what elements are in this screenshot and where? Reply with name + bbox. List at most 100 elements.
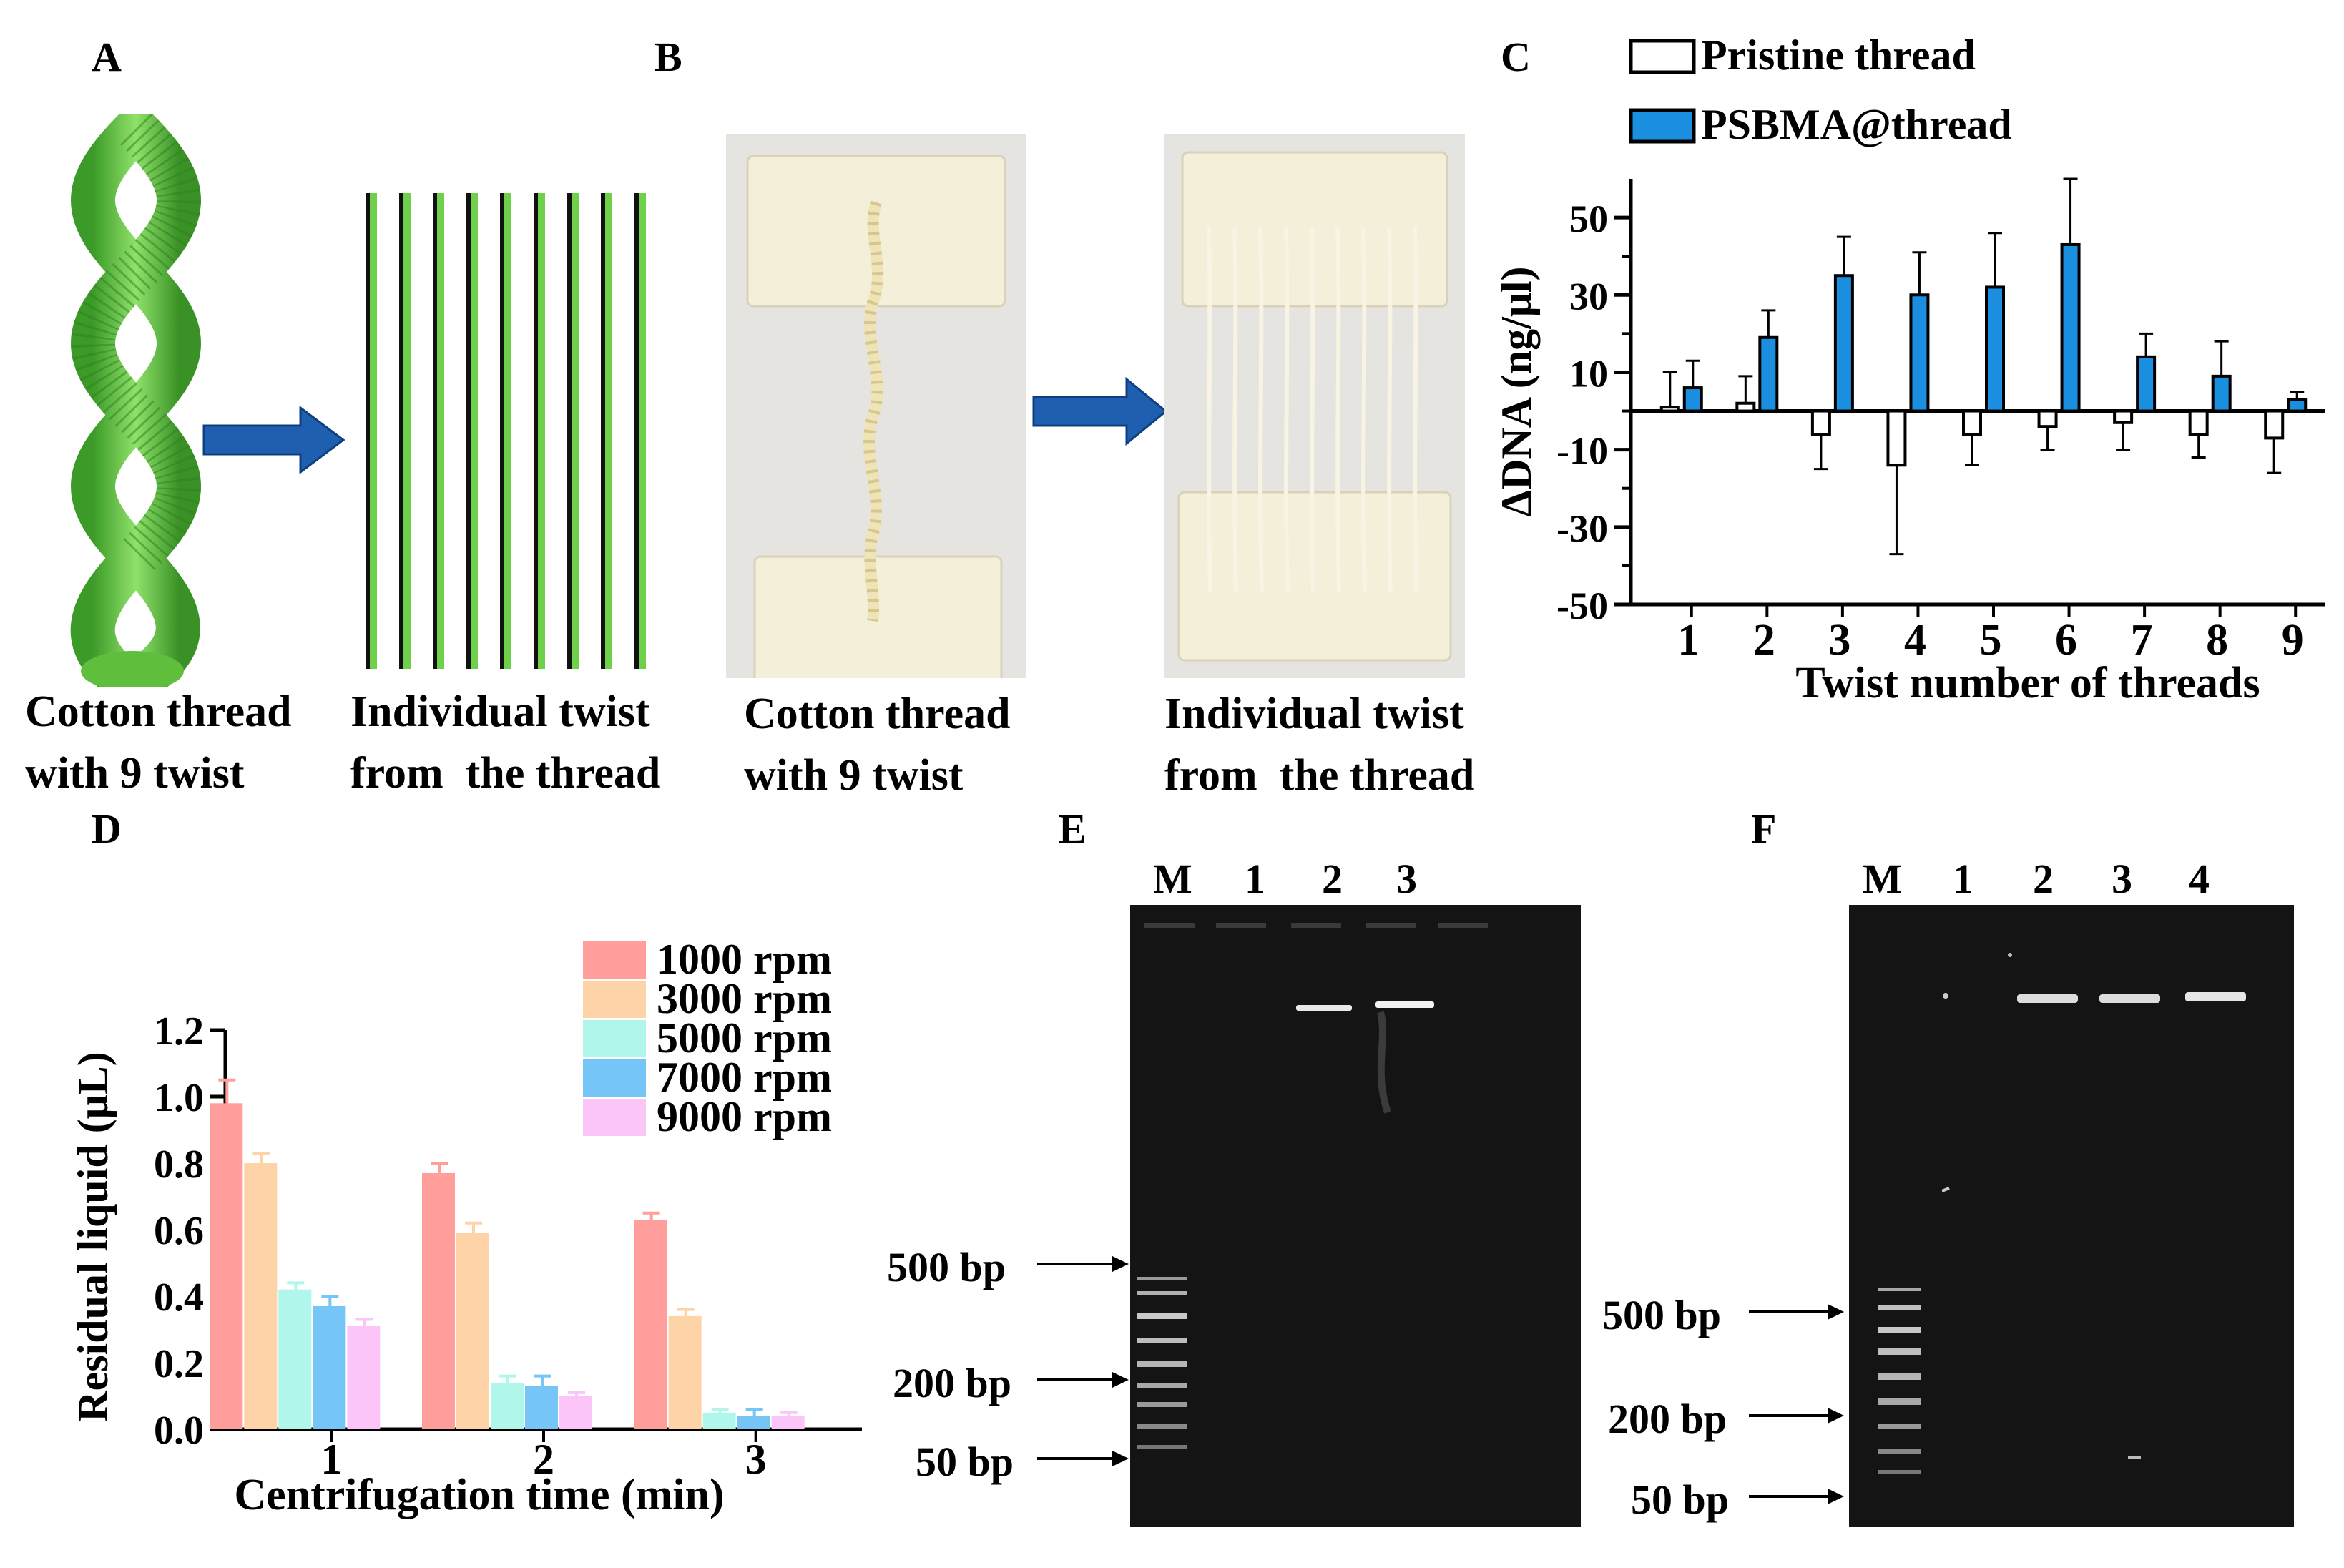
separated-thread-8 [605, 193, 612, 669]
gel-e-marker-label-500: 500 bp [887, 1244, 1006, 1290]
legend-label-d-2: 5000 rpm [657, 1014, 832, 1062]
bar-1-1 [1682, 386, 1703, 413]
bar-0-8 [2188, 409, 2209, 436]
separated-thread-2 [403, 193, 411, 669]
x-tick-label: 9 [2282, 616, 2304, 665]
gel-image-f [1849, 905, 2294, 1527]
legend-label-d-0: 1000 rpm [657, 936, 832, 983]
bar-1-9 [2287, 398, 2308, 413]
y-axis-label: ΔDNA (ng/μl) [1493, 267, 1540, 517]
bar-1-4 [1909, 293, 1930, 413]
gel-f-lane-2: 2 [2033, 856, 2054, 902]
gel-e-marker-label-50: 50 bp [916, 1439, 1014, 1485]
bar-d-4-1 [347, 1326, 381, 1429]
x-tick-label-d: 2 [533, 1436, 554, 1483]
legend-swatch-d-4 [583, 1099, 646, 1136]
x-axis-label-d: Centrifugation time (min) [234, 1471, 724, 1519]
gel-image-e [1130, 905, 1581, 1527]
legend-label-d-1: 3000 rpm [657, 975, 832, 1022]
y-tick-label-d: 0.6 [154, 1209, 204, 1253]
legend-swatch-d-1 [583, 981, 646, 1018]
photo-thread-7 [1361, 227, 1367, 593]
caption-a-right: Individual twist from the thread [350, 687, 661, 798]
legend-label-1: PSBMA@thread [1701, 101, 2012, 148]
photo-thread-3 [1258, 227, 1264, 593]
x-tick-label: 6 [2055, 616, 2077, 665]
separated-thread-edge-2 [399, 193, 403, 669]
caption-a-left: Cotton thread with 9 twist [25, 687, 292, 798]
panel-label-b: B [654, 34, 682, 80]
gel-f-lane-m: M [1863, 856, 1902, 902]
y-tick-label: -10 [1556, 430, 1608, 473]
bar-1-2 [1758, 335, 1779, 413]
gel-f-lane-1: 1 [1953, 856, 1973, 902]
gel-e-lane-2: 2 [1322, 856, 1343, 902]
separated-thread-edge-4 [466, 193, 471, 669]
legend-swatch-1 [1629, 108, 1696, 144]
bar-d-2-2 [491, 1382, 524, 1429]
separated-thread-4 [471, 193, 478, 669]
bar-0-2 [1735, 401, 1756, 413]
legend-label-d-4: 9000 rpm [657, 1093, 832, 1140]
legend-swatch-0 [1629, 39, 1696, 74]
legend-label-0: Pristine thread [1701, 31, 1976, 79]
legend-swatch-d-3 [583, 1059, 646, 1097]
x-tick-label-d: 1 [320, 1436, 342, 1483]
bar-d-1-1 [244, 1163, 278, 1429]
y-tick-label: 10 [1569, 352, 1608, 395]
y-tick-label-d: 0.4 [154, 1275, 204, 1320]
separated-thread-1 [370, 193, 377, 669]
gel-f-lane-labels: M 1 2 3 4 [1853, 855, 2310, 912]
y-tick-label-d: 0.8 [154, 1142, 204, 1187]
bar-1-3 [1833, 274, 1854, 413]
photo-thread-8 [1387, 227, 1393, 593]
gel-f-lane-3: 3 [2112, 856, 2132, 902]
bar-d-0-2 [422, 1172, 455, 1429]
separated-thread-edge-9 [634, 193, 639, 669]
photo-thread-1 [1207, 227, 1212, 593]
x-tick-label: 3 [1828, 616, 1850, 665]
chart-c-dna: Pristine thread PSBMA@thread 50 30 10 -10 -30 -… [1493, 31, 2325, 707]
bar-d-2-3 [702, 1412, 736, 1429]
panel-label-d: D [92, 805, 122, 852]
gel-e-marker-200: 200 bp [893, 1359, 1130, 1406]
separated-thread-9 [639, 193, 646, 669]
legend-label-d-3: 7000 rpm [657, 1054, 832, 1101]
x-tick-label: 5 [1980, 616, 2002, 665]
arrow-right-icon-b [1032, 376, 1168, 446]
separated-thread-5 [504, 193, 511, 669]
legend-swatch-d-0 [583, 941, 646, 979]
bar-1-7 [2136, 355, 2157, 413]
x-axis-label: Twist number of threads [1795, 659, 2260, 707]
y-tick-label-d: 1.0 [154, 1076, 204, 1120]
separated-thread-edge-7 [567, 193, 572, 669]
twisted-thread-illustration [70, 114, 201, 687]
bar-d-3-3 [737, 1416, 770, 1429]
x-tick-label: 7 [2131, 616, 2153, 665]
bar-0-3 [1810, 409, 1831, 436]
bar-1-5 [1985, 285, 2005, 413]
panel-label-c: C [1501, 34, 1531, 80]
photo-thread-4 [1284, 227, 1290, 593]
separated-thread-edge-1 [366, 193, 370, 669]
bar-0-5 [1962, 409, 1982, 436]
y-tick-label-d: 0.0 [154, 1408, 204, 1453]
gel-e-marker-500: 500 bp [887, 1243, 1130, 1290]
bar-d-3-2 [525, 1386, 558, 1429]
caption-b-right: Individual twist from the thread [1164, 690, 1475, 800]
gel-f-marker-label-500: 500 bp [1602, 1292, 1722, 1338]
gel-f-marker-500: 500 bp [1602, 1291, 1845, 1338]
separated-thread-edge-8 [601, 193, 605, 669]
y-tick-label-d: 1.2 [154, 1009, 204, 1054]
bar-d-1-2 [456, 1233, 489, 1429]
gel-e-lane-m: M [1153, 856, 1192, 902]
y-tick-label: -50 [1556, 584, 1608, 627]
bar-d-1-3 [668, 1315, 702, 1429]
gel-f-marker-200: 200 bp [1608, 1395, 1845, 1442]
panel-label-e: E [1059, 805, 1087, 852]
separated-thread-6 [538, 193, 545, 669]
x-tick-label-d: 3 [745, 1436, 767, 1483]
bar-0-7 [2113, 409, 2134, 424]
photo-individual-threads [1164, 134, 1465, 678]
